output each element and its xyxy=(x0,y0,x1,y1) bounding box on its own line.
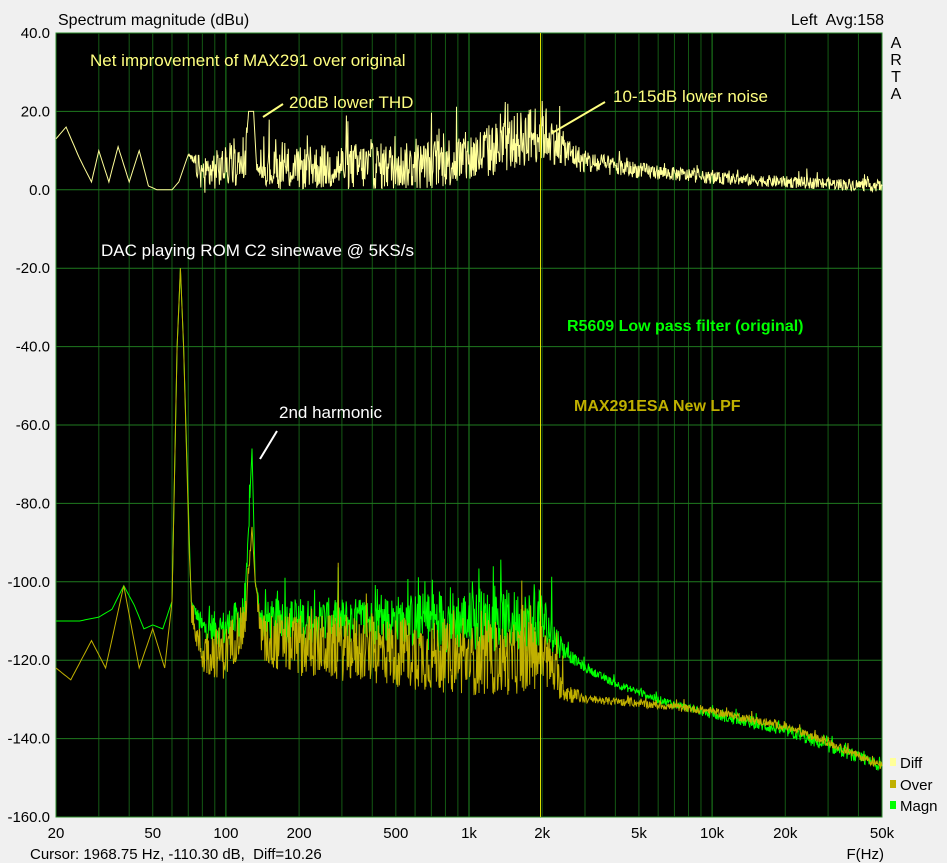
brand-letter: T xyxy=(891,69,901,86)
arrow-2nd-harmonic xyxy=(259,430,278,460)
y-tick-label: 20.0 xyxy=(21,103,50,120)
annotation-2nd-harmonic: 2nd harmonic xyxy=(279,403,383,422)
legend-swatch-over xyxy=(890,780,896,788)
x-tick-label: 10k xyxy=(700,825,725,842)
annotation-dac: DAC playing ROM C2 sinewave @ 5KS/s xyxy=(101,241,414,260)
x-tick-label: 20k xyxy=(773,825,798,842)
x-tick-label: 500 xyxy=(383,825,408,842)
x-tick-label: 200 xyxy=(287,825,312,842)
y-tick-label: -160.0 xyxy=(7,809,50,826)
cursor-readout: Cursor: 1968.75 Hz, -110.30 dB, Diff=10.… xyxy=(30,846,322,863)
y-tick-label: -40.0 xyxy=(16,339,50,356)
channel-info: Left Avg:158 xyxy=(791,12,884,29)
y-tick-label: -120.0 xyxy=(7,652,50,669)
legend-diff[interactable]: Diff xyxy=(900,755,923,772)
legend: Diff Over Magn xyxy=(890,755,938,815)
series-diff xyxy=(55,100,883,194)
x-axis-label: F(Hz) xyxy=(847,846,885,863)
y-tick-label: -60.0 xyxy=(16,417,50,434)
annotation-r5609: R5609 Low pass filter (original) xyxy=(567,318,804,335)
brand-label: A R T A xyxy=(890,35,902,103)
x-tick-label: 20 xyxy=(48,825,65,842)
x-tick-label: 5k xyxy=(631,825,647,842)
legend-swatch-diff xyxy=(890,758,896,766)
x-tick-label: 2k xyxy=(534,825,550,842)
legend-over[interactable]: Over xyxy=(900,777,933,794)
y-tick-label: -140.0 xyxy=(7,731,50,748)
legend-swatch-magn xyxy=(890,801,896,809)
annotation-max291: MAX291ESA New LPF xyxy=(574,398,741,415)
legend-magn[interactable]: Magn xyxy=(900,798,938,815)
arrow-thd xyxy=(262,103,284,118)
y-tick-label: -100.0 xyxy=(7,574,50,591)
traces xyxy=(55,100,883,771)
x-tick-label: 50k xyxy=(870,825,895,842)
annotation-thd: 20dB lower THD xyxy=(289,93,413,112)
y-tick-label: -20.0 xyxy=(16,260,50,277)
y-tick-label: -80.0 xyxy=(16,495,50,512)
y-axis: 40.0 20.0 0.0 -20.0 -40.0 -60.0 -80.0 -100.0 -12… xyxy=(7,25,50,826)
brand-letter: A xyxy=(891,35,902,52)
brand-letter: R xyxy=(890,52,902,69)
series-over xyxy=(55,268,883,770)
x-axis: 20 50 100 200 500 1k 2k 5k 10k 20k 50k xyxy=(48,825,895,842)
arrow-noise xyxy=(551,101,606,134)
annotations: Net improvement of MAX291 over original … xyxy=(90,51,804,460)
y-tick-label: 40.0 xyxy=(21,25,50,42)
brand-letter: A xyxy=(891,86,902,103)
y-tick-label: 0.0 xyxy=(29,182,50,199)
annotation-net-improvement: Net improvement of MAX291 over original xyxy=(90,51,406,70)
x-tick-label: 1k xyxy=(461,825,477,842)
x-tick-label: 50 xyxy=(144,825,161,842)
chart-title: Spectrum magnitude (dBu) xyxy=(58,12,249,29)
annotation-noise: 10-15dB lower noise xyxy=(613,87,768,106)
x-tick-label: 100 xyxy=(213,825,238,842)
